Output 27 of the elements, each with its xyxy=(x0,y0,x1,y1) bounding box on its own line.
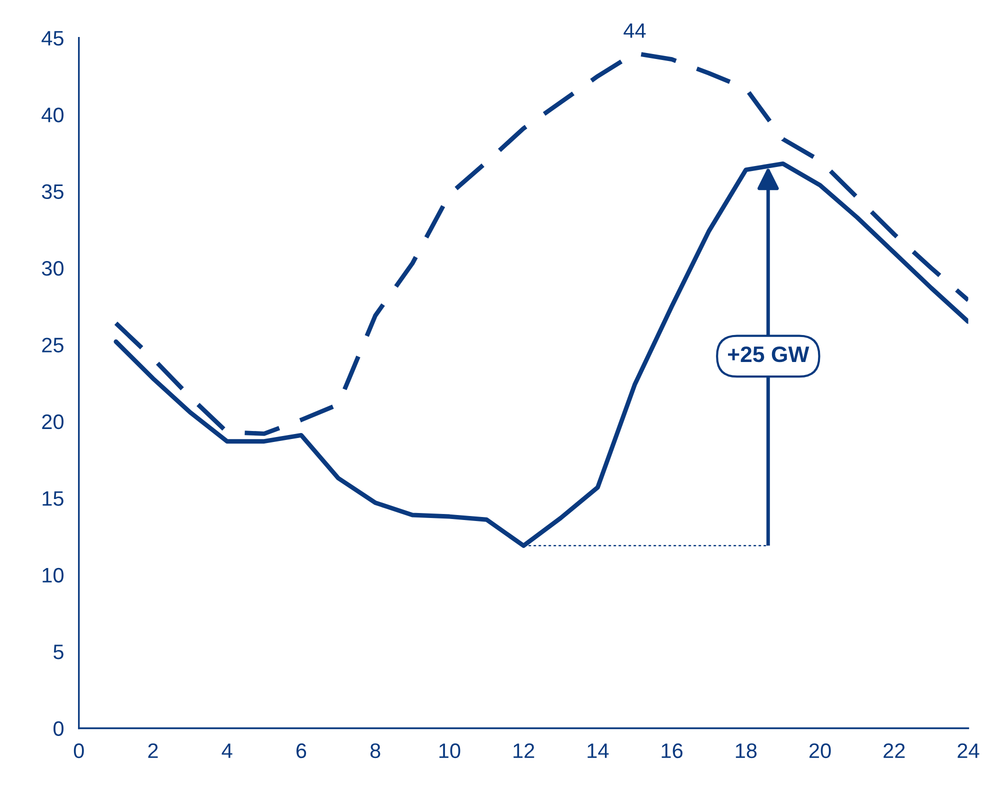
y-tick-label: 15 xyxy=(42,491,64,506)
x-tick-label: 10 xyxy=(439,743,460,758)
annotation: +25 GW xyxy=(728,346,810,362)
x-tick-label: 22 xyxy=(884,743,905,758)
y-tick-label: 45 xyxy=(42,31,64,46)
x-tick-label: 14 xyxy=(588,744,609,758)
y-tick-label: 5 xyxy=(54,644,64,660)
x-tick-label: 12 xyxy=(514,743,534,758)
x-tick-label: 0 xyxy=(74,743,84,758)
x-tick-label: 24 xyxy=(958,743,980,758)
y-tick-label: 40 xyxy=(42,108,64,122)
x-tick-label: 8 xyxy=(370,743,380,758)
line-series xyxy=(114,50,968,436)
y-tick-label: 0 xyxy=(54,721,64,736)
x-tick-label: 16 xyxy=(662,743,682,758)
x-tick-label: 18 xyxy=(736,743,757,758)
y-tick-label: 25 xyxy=(42,338,64,352)
y-tick-label: 30 xyxy=(42,261,64,276)
y-tick-label: 10 xyxy=(42,568,64,583)
y-tick-label: 35 xyxy=(42,184,64,200)
line-series xyxy=(114,161,968,548)
y-tick-label: 20 xyxy=(42,414,64,430)
x-tick-label: 6 xyxy=(296,743,306,758)
x-tick-label: 2 xyxy=(148,743,158,758)
x-tick-label: 20 xyxy=(809,743,831,758)
x-tick-label: 4 xyxy=(222,744,232,758)
annotation: 44 xyxy=(624,23,646,38)
